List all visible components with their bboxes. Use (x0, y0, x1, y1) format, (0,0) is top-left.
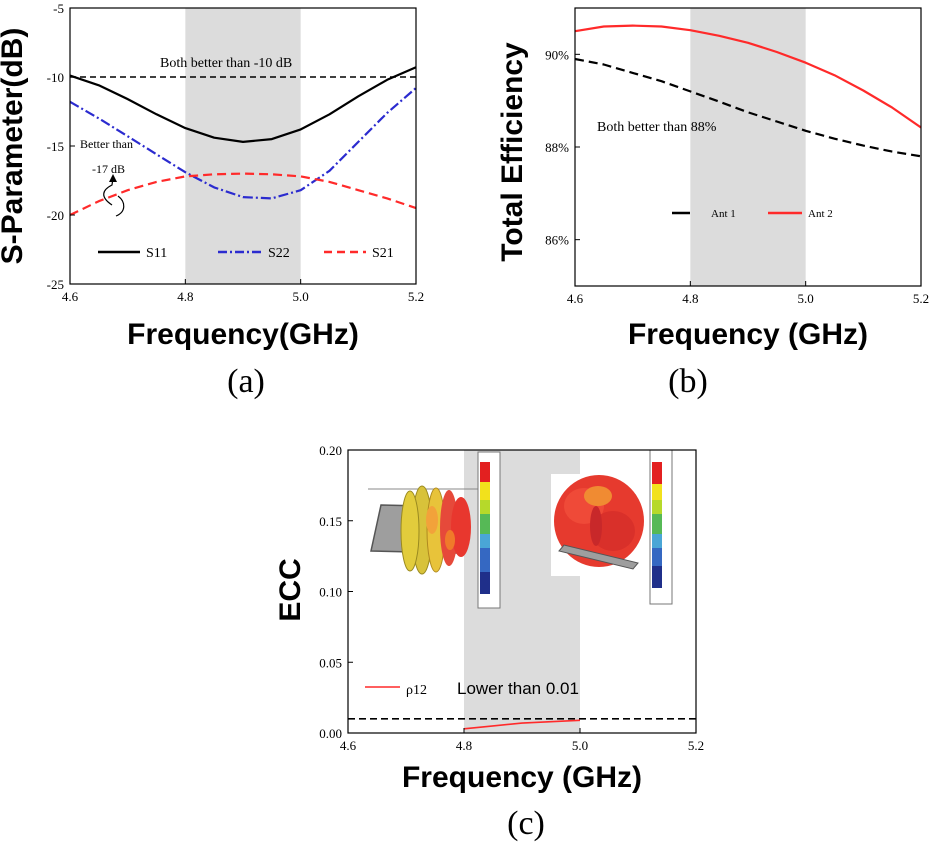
panel-b-y-tick-label: 88% (545, 140, 569, 155)
panel-c-y-axis-title: ECC (274, 558, 307, 621)
panel-c-x-tick-label: 5.0 (572, 738, 588, 753)
panel-b-series-ant2 (574, 24, 922, 129)
panel-b-x-tick-label: 5.0 (798, 291, 814, 306)
panel-a-shaded-band (185, 8, 301, 284)
panel-c-annotation-001: Lower than 0.01 (457, 679, 579, 698)
legend-s21-label: S21 (372, 246, 394, 261)
legend-rho12-label: ρ12 (406, 683, 427, 698)
panel-a-x-tick-label: 4.8 (177, 289, 193, 304)
panel-c-y-tick-label: 0.15 (319, 514, 342, 529)
radiation-pattern-inset-right (551, 449, 673, 605)
panel-c-x-tick-label: 4.6 (340, 738, 357, 753)
panel-a-series-s11 (69, 66, 417, 143)
panel-b-x-tick-label: 4.6 (567, 291, 584, 306)
panel-c-y-tick-label: 0.05 (319, 655, 342, 670)
panel-b-y-tick-label: 90% (545, 47, 569, 62)
panel-c-y-tick-label: 0.10 (319, 585, 342, 600)
panel-a-x-axis-title: Frequency(GHz) (127, 318, 359, 351)
panel-a-annotation-17db: -17 dB (92, 162, 125, 176)
legend-s22-label: S22 (268, 246, 290, 261)
panel-a-y-tick-label: -5 (53, 1, 64, 16)
panel-b-series-ant1 (574, 57, 922, 158)
panel-b-x-axis-title: Frequency (GHz) (628, 318, 868, 351)
panel-c-y-tick-label: 0.20 (319, 443, 342, 458)
panel-a-x-tick-label: 5.0 (293, 289, 309, 304)
panel-a-annotation-arrow (103, 177, 114, 206)
panel-a: 4.6 4.8 5.0 5.2 -5 -10 -15 -20 -25 Both better t… (0, 1, 424, 400)
panel-b-shaded-band (690, 8, 806, 286)
panel-c: 4.6 4.8 5.0 5.2 0.20 0.15 0.10 0.05 0.00 ρ12 Low… (274, 443, 704, 842)
panel-b-x-tick-label: 4.8 (682, 291, 698, 306)
panel-a-caption: (a) (227, 363, 265, 400)
panel-c-x-tick-label: 4.8 (456, 738, 472, 753)
panel-a-annotation-brace (115, 195, 125, 217)
legend-ant2-label: Ant 2 (808, 208, 833, 220)
radiation-pattern-inset-left (368, 451, 501, 609)
panel-b-y-tick-label: 86% (545, 233, 569, 248)
legend-s11-label: S11 (146, 246, 167, 261)
panel-b-caption: (b) (668, 363, 708, 400)
panel-c-caption: (c) (507, 805, 545, 842)
panel-a-annotation-arrowhead (109, 174, 117, 182)
panel-a-annotation-better: Better than (80, 137, 133, 151)
legend-ant1-label: Ant 1 (711, 208, 736, 220)
panel-c-y-tick-label: 0.00 (319, 726, 342, 741)
panel-a-y-tick-label: -10 (47, 70, 64, 85)
panel-c-x-axis-title: Frequency (GHz) (402, 761, 642, 794)
panel-a-annotation-10db: Both better than -10 dB (160, 56, 292, 71)
panel-c-x-tick-label: 5.2 (688, 738, 704, 753)
panel-b-x-tick-label: 5.2 (913, 291, 929, 306)
panel-a-y-tick-label: -20 (47, 208, 64, 223)
panel-b-annotation-88: Both better than 88% (597, 120, 717, 135)
panel-a-x-tick-label: 4.6 (62, 289, 79, 304)
panel-a-series-s22 (69, 87, 417, 200)
panel-a-series-s21 (69, 172, 417, 216)
panel-b-y-axis-title: Total Efficiency (496, 42, 529, 262)
panel-a-y-axis-title: S-Parameter(dB) (0, 28, 29, 265)
panel-a-x-tick-label: 5.2 (408, 289, 424, 304)
panel-b: 4.6 4.8 5.0 5.2 90% 88% 86% Both better than 8… (496, 7, 929, 400)
panel-a-y-tick-label: -25 (47, 277, 64, 292)
panel-c-series-12 (463, 719, 581, 730)
panel-a-y-tick-label: -15 (47, 139, 64, 154)
